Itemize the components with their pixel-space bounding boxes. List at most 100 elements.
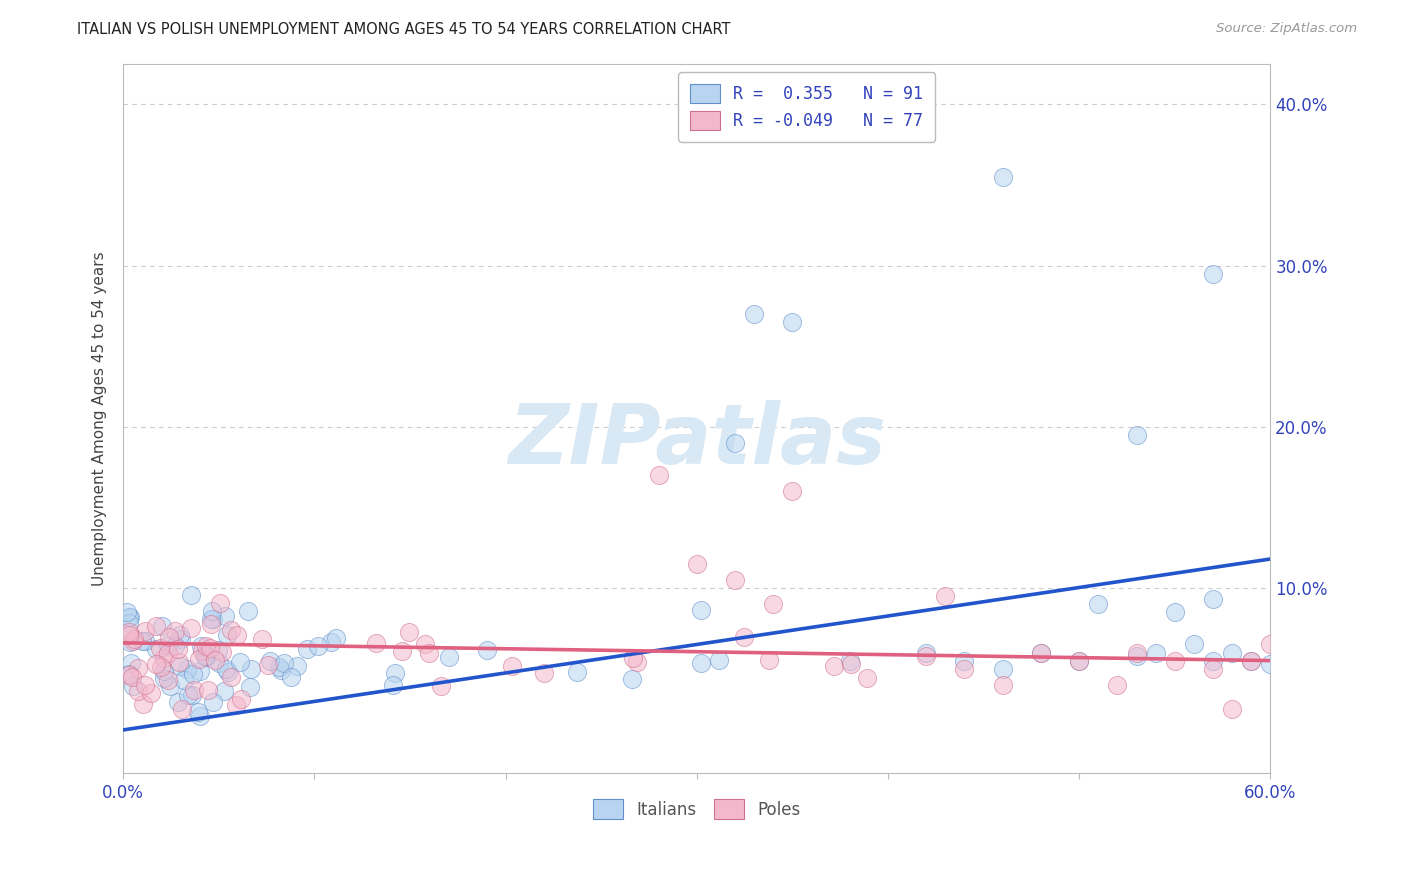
Point [207,642,229,657]
Point [115,605,138,619]
Point [169,659,191,673]
Point [195,644,218,658]
Point [1240,654,1263,668]
Point [259,654,281,668]
Point [166,695,188,709]
Point [211,645,233,659]
Point [1125,648,1147,663]
Point [240,662,263,676]
Point [118,610,141,624]
Point [418,646,440,660]
Point [134,624,156,638]
Point [724,436,747,450]
Point [200,612,222,626]
Point [1069,654,1091,668]
Point [159,680,181,694]
Point [273,656,295,670]
Point [157,630,180,644]
Point [1202,662,1225,676]
Point [280,670,302,684]
Point [1260,637,1282,651]
Point [194,639,217,653]
Point [285,659,308,673]
Point [153,651,176,665]
Point [1164,654,1187,668]
Point [953,662,976,676]
Point [131,634,153,648]
Point [838,654,860,668]
Point [1220,702,1243,716]
Point [120,610,142,624]
Point [413,637,436,651]
Point [120,634,142,648]
Point [183,682,205,697]
Point [533,666,555,681]
Point [188,709,211,723]
Point [325,631,347,645]
Point [1029,646,1052,660]
Point [307,640,329,654]
Point [118,667,141,681]
Point [221,623,243,637]
Point [257,658,280,673]
Point [733,630,755,644]
Point [398,625,420,640]
Point [180,621,202,635]
Point [384,666,406,681]
Point [252,632,274,647]
Point [1029,646,1052,660]
Point [501,659,523,673]
Point [176,662,198,676]
Point [201,604,224,618]
Point [430,679,453,693]
Point [200,640,222,655]
Point [758,653,780,667]
Point [991,169,1014,184]
Point [204,653,226,667]
Point [226,628,249,642]
Point [180,588,202,602]
Point [823,659,845,673]
Point [194,648,217,663]
Point [229,655,252,669]
Text: Source: ZipAtlas.com: Source: ZipAtlas.com [1216,22,1357,36]
Point [267,659,290,673]
Point [915,646,938,660]
Point [1125,646,1147,660]
Point [742,307,765,321]
Point [217,665,239,679]
Point [839,657,862,671]
Point [183,666,205,681]
Point [201,696,224,710]
Point [169,627,191,641]
Legend: Italians, Poles: Italians, Poles [586,793,807,825]
Point [191,644,214,658]
Point [1202,654,1225,668]
Point [991,662,1014,676]
Point [127,661,149,675]
Point [173,673,195,687]
Point [782,315,804,329]
Point [157,673,180,687]
Point [391,644,413,658]
Point [689,603,711,617]
Point [139,686,162,700]
Point [707,653,730,667]
Point [225,698,247,712]
Point [120,657,142,671]
Point [437,649,460,664]
Point [215,662,238,676]
Point [134,678,156,692]
Point [239,681,262,695]
Point [1164,605,1187,619]
Text: ZIPatlas: ZIPatlas [508,400,886,481]
Point [201,612,224,626]
Point [647,468,669,483]
Point [1202,267,1225,281]
Point [134,634,156,648]
Point [270,663,292,677]
Point [180,688,202,702]
Point [219,670,242,684]
Point [127,684,149,698]
Point [149,660,172,674]
